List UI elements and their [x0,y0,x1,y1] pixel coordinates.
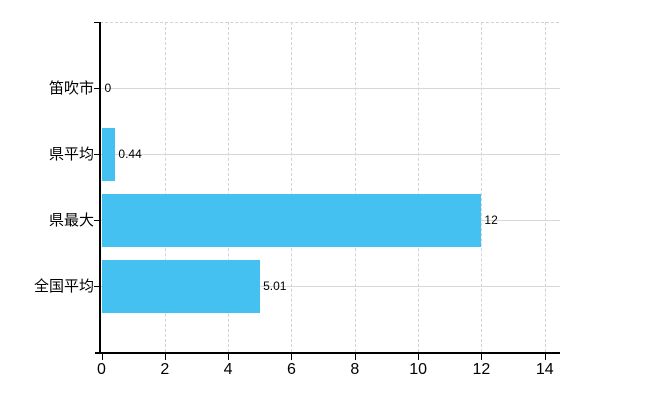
bar-value-label: 5.01 [263,278,287,293]
grid-line-horizontal [100,286,560,287]
grid-line-vertical [291,22,293,352]
y-axis-tick [94,154,100,155]
x-tick-label: 10 [409,361,427,378]
x-axis-tick [291,354,293,360]
x-axis-tick [544,354,546,360]
x-axis-tick [481,354,483,360]
category-label: 県平均 [48,145,94,163]
grid-line-vertical [354,22,356,352]
grid-line-vertical [481,22,483,352]
x-tick-label: 6 [287,361,296,378]
x-tick-label: 12 [472,361,491,378]
y-axis-tick [94,88,100,89]
x-tick-label: 2 [160,361,170,378]
x-tick-label: 4 [223,361,233,378]
x-tick-label: 14 [535,361,554,378]
category-label: 笛吹市 [48,79,94,97]
bar [101,193,482,247]
grid-line-vertical [228,22,230,352]
y-axis-line [99,22,101,352]
bar [101,259,261,313]
y-axis-top-tick [94,22,100,23]
x-axis-line [95,352,560,354]
category-label: 県最大 [48,211,94,229]
grid-line-horizontal [100,154,560,155]
bar-value-label: 12 [484,212,498,227]
x-tick-label: 8 [350,361,360,378]
x-axis-tick [228,354,230,360]
grid-line-horizontal [100,88,560,89]
x-axis-tick [418,354,420,360]
grid-line-vertical [418,22,420,352]
x-axis-tick [354,354,356,360]
category-label: 全国平均 [33,277,94,295]
x-axis-tick [101,354,103,360]
bar [101,127,116,181]
bar-value-label: 0.44 [118,146,142,161]
grid-line-vertical [544,22,546,352]
y-axis-tick [94,286,100,287]
x-tick-label: 0 [97,361,106,378]
bar-value-label: 0 [104,80,112,95]
x-axis-tick [164,354,166,360]
y-axis-tick [94,220,100,221]
plot-top-border [100,22,559,23]
grid-line-vertical [164,22,166,352]
